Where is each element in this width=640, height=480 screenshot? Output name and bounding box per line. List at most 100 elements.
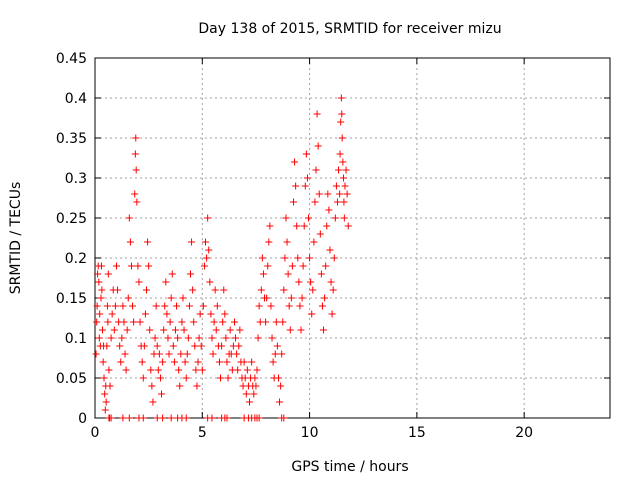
data-point xyxy=(129,302,137,310)
data-point xyxy=(208,414,216,422)
data-point xyxy=(198,366,206,374)
data-point xyxy=(336,190,344,198)
data-point xyxy=(136,318,144,326)
data-point xyxy=(191,342,199,350)
data-point xyxy=(321,294,329,302)
data-point xyxy=(174,334,182,342)
data-point xyxy=(263,294,271,302)
data-point xyxy=(282,214,290,222)
data-point xyxy=(312,166,320,174)
data-point xyxy=(193,382,201,390)
data-point xyxy=(305,214,313,222)
data-point xyxy=(167,294,175,302)
data-point xyxy=(207,310,215,318)
data-point xyxy=(103,302,111,310)
data-point xyxy=(104,318,112,326)
grid-lines xyxy=(95,58,610,418)
data-point xyxy=(298,294,306,302)
data-point xyxy=(119,414,127,422)
data-point xyxy=(289,198,297,206)
y-axis-label: SRMTID / TECUs xyxy=(8,182,24,295)
data-point xyxy=(259,270,267,278)
data-point xyxy=(235,342,243,350)
data-point xyxy=(339,158,347,166)
data-point xyxy=(285,302,293,310)
data-point xyxy=(287,294,295,302)
chart-title: Day 138 of 2015, SRMTID for receiver miz… xyxy=(198,21,501,37)
data-point xyxy=(138,358,146,366)
data-point xyxy=(302,150,310,158)
data-point xyxy=(267,302,275,310)
data-point xyxy=(178,318,186,326)
data-point xyxy=(133,198,141,206)
data-point xyxy=(252,382,260,390)
data-point xyxy=(253,366,261,374)
data-point xyxy=(127,262,135,270)
data-point xyxy=(112,262,120,270)
data-point xyxy=(131,150,139,158)
data-point xyxy=(104,270,112,278)
data-point xyxy=(168,270,176,278)
data-point xyxy=(338,134,346,142)
data-point xyxy=(93,318,101,326)
data-point xyxy=(166,318,174,326)
data-point xyxy=(326,246,334,254)
x-tick-label: 5 xyxy=(198,425,207,441)
data-point xyxy=(325,206,333,214)
axis-ticks: 0 5 10 15 20 0 0.05 0.1 0.15 0.2 0.25 0.3 0.35 0.4 0.4… xyxy=(56,51,610,441)
data-point xyxy=(152,302,160,310)
data-point xyxy=(236,326,244,334)
data-point xyxy=(158,390,166,398)
data-point xyxy=(240,358,248,366)
data-point xyxy=(316,230,324,238)
data-point xyxy=(296,302,304,310)
x-tick-label: 20 xyxy=(515,425,533,441)
data-point xyxy=(169,342,177,350)
data-point xyxy=(264,262,272,270)
data-point xyxy=(95,334,103,342)
data-point xyxy=(217,374,225,382)
data-point xyxy=(177,350,185,358)
data-point xyxy=(182,374,190,382)
data-point xyxy=(139,374,147,382)
data-point xyxy=(331,214,339,222)
data-point xyxy=(309,286,317,294)
data-point xyxy=(131,190,139,198)
data-point xyxy=(171,326,179,334)
plot-frame xyxy=(94,57,611,419)
data-point xyxy=(295,278,303,286)
data-point xyxy=(255,414,263,422)
y-tick-label: 0.25 xyxy=(56,211,87,227)
data-point xyxy=(99,326,107,334)
data-point xyxy=(183,350,191,358)
data-point xyxy=(97,294,105,302)
data-point xyxy=(294,254,302,262)
data-point xyxy=(221,310,229,318)
x-axis-label: GPS time / hours xyxy=(291,459,408,475)
data-point xyxy=(107,334,115,342)
data-point xyxy=(314,142,322,150)
data-point xyxy=(281,254,289,262)
data-point xyxy=(224,374,232,382)
data-point xyxy=(343,190,351,198)
data-point xyxy=(230,318,238,326)
data-point xyxy=(242,390,250,398)
plot-border xyxy=(94,57,611,419)
data-point xyxy=(323,222,331,230)
data-point xyxy=(330,254,338,262)
data-point xyxy=(180,326,188,334)
data-point xyxy=(204,214,212,222)
data-point xyxy=(149,398,157,406)
x-tick-label: 0 xyxy=(91,425,100,441)
data-point xyxy=(320,326,328,334)
data-point xyxy=(223,358,231,366)
data-point xyxy=(329,286,337,294)
data-point xyxy=(307,278,315,286)
data-point xyxy=(195,334,203,342)
data-point xyxy=(164,334,172,342)
data-point xyxy=(120,318,128,326)
y-tick-label: 0.05 xyxy=(56,371,87,387)
data-point xyxy=(301,182,309,190)
data-point xyxy=(188,238,196,246)
data-point xyxy=(182,414,190,422)
